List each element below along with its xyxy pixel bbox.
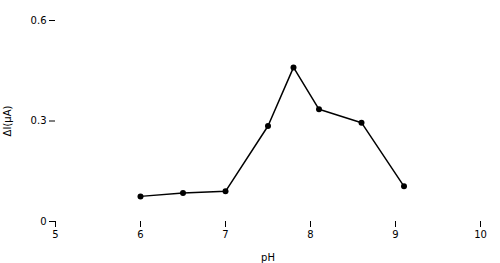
svg-text:0.3: 0.3 bbox=[31, 115, 47, 126]
svg-text:7: 7 bbox=[222, 229, 228, 240]
svg-text:5: 5 bbox=[52, 229, 58, 240]
svg-text:10: 10 bbox=[474, 229, 487, 240]
svg-text:9: 9 bbox=[392, 229, 398, 240]
svg-text:6: 6 bbox=[137, 229, 143, 240]
svg-text:0: 0 bbox=[40, 216, 46, 227]
svg-text:0.6: 0.6 bbox=[31, 15, 47, 26]
svg-text:ΔI(μA): ΔI(μA) bbox=[2, 106, 13, 137]
svg-text:pH: pH bbox=[261, 252, 275, 263]
svg-text:8: 8 bbox=[307, 229, 313, 240]
